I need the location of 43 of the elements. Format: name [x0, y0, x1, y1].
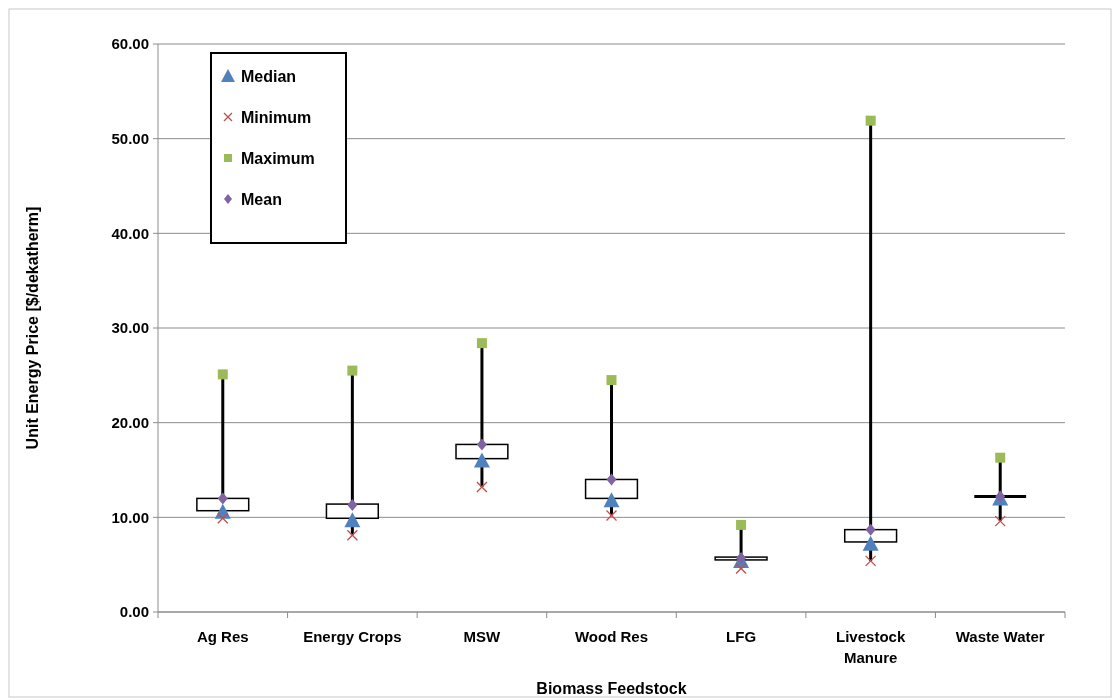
point	[864, 555, 877, 567]
point	[865, 523, 876, 536]
legend-label: Maximum	[241, 149, 315, 167]
legend-label: Median	[241, 67, 297, 85]
point	[995, 452, 1006, 463]
point	[606, 375, 617, 386]
x-tick-label: Waste Water	[955, 628, 1045, 645]
y-tick-label: 40.00	[111, 224, 149, 242]
point	[476, 481, 488, 493]
point	[473, 452, 490, 468]
point	[736, 519, 747, 530]
point	[217, 369, 228, 380]
point	[476, 438, 487, 451]
legend-label: Minimum	[241, 108, 312, 126]
x-tick-label: Livestock Manure	[836, 628, 906, 666]
x-tick-label: LFG	[726, 628, 757, 645]
point	[347, 365, 358, 376]
x-tick-label: Wood Res	[574, 628, 649, 645]
point	[603, 492, 620, 508]
y-tick-label: 30.00	[111, 319, 149, 337]
point	[344, 512, 361, 528]
x-axis-title: Biomass Feedstock	[536, 680, 687, 697]
point	[862, 535, 879, 551]
point	[476, 338, 487, 349]
legend-label: Mean	[241, 190, 282, 208]
point	[606, 473, 617, 486]
point	[346, 529, 359, 541]
x-tick-label: Energy Crops	[303, 628, 402, 645]
x-tick-label: Ag Res	[196, 628, 249, 645]
y-tick-label: 60.00	[111, 35, 149, 53]
point	[735, 562, 747, 575]
y-tick-label: 20.00	[111, 413, 149, 431]
point	[994, 515, 1006, 527]
point	[347, 499, 358, 512]
y-tick-label: 10.00	[111, 508, 149, 526]
point	[217, 512, 229, 524]
point	[865, 115, 876, 126]
y-tick-label: 0.00	[119, 603, 149, 621]
point	[217, 492, 228, 505]
y-tick-label: 50.00	[111, 129, 149, 147]
point	[605, 509, 618, 522]
y-axis-title: Unit Energy Price [$/dekatherm]	[24, 206, 41, 450]
x-tick-label: MSW	[463, 628, 502, 645]
